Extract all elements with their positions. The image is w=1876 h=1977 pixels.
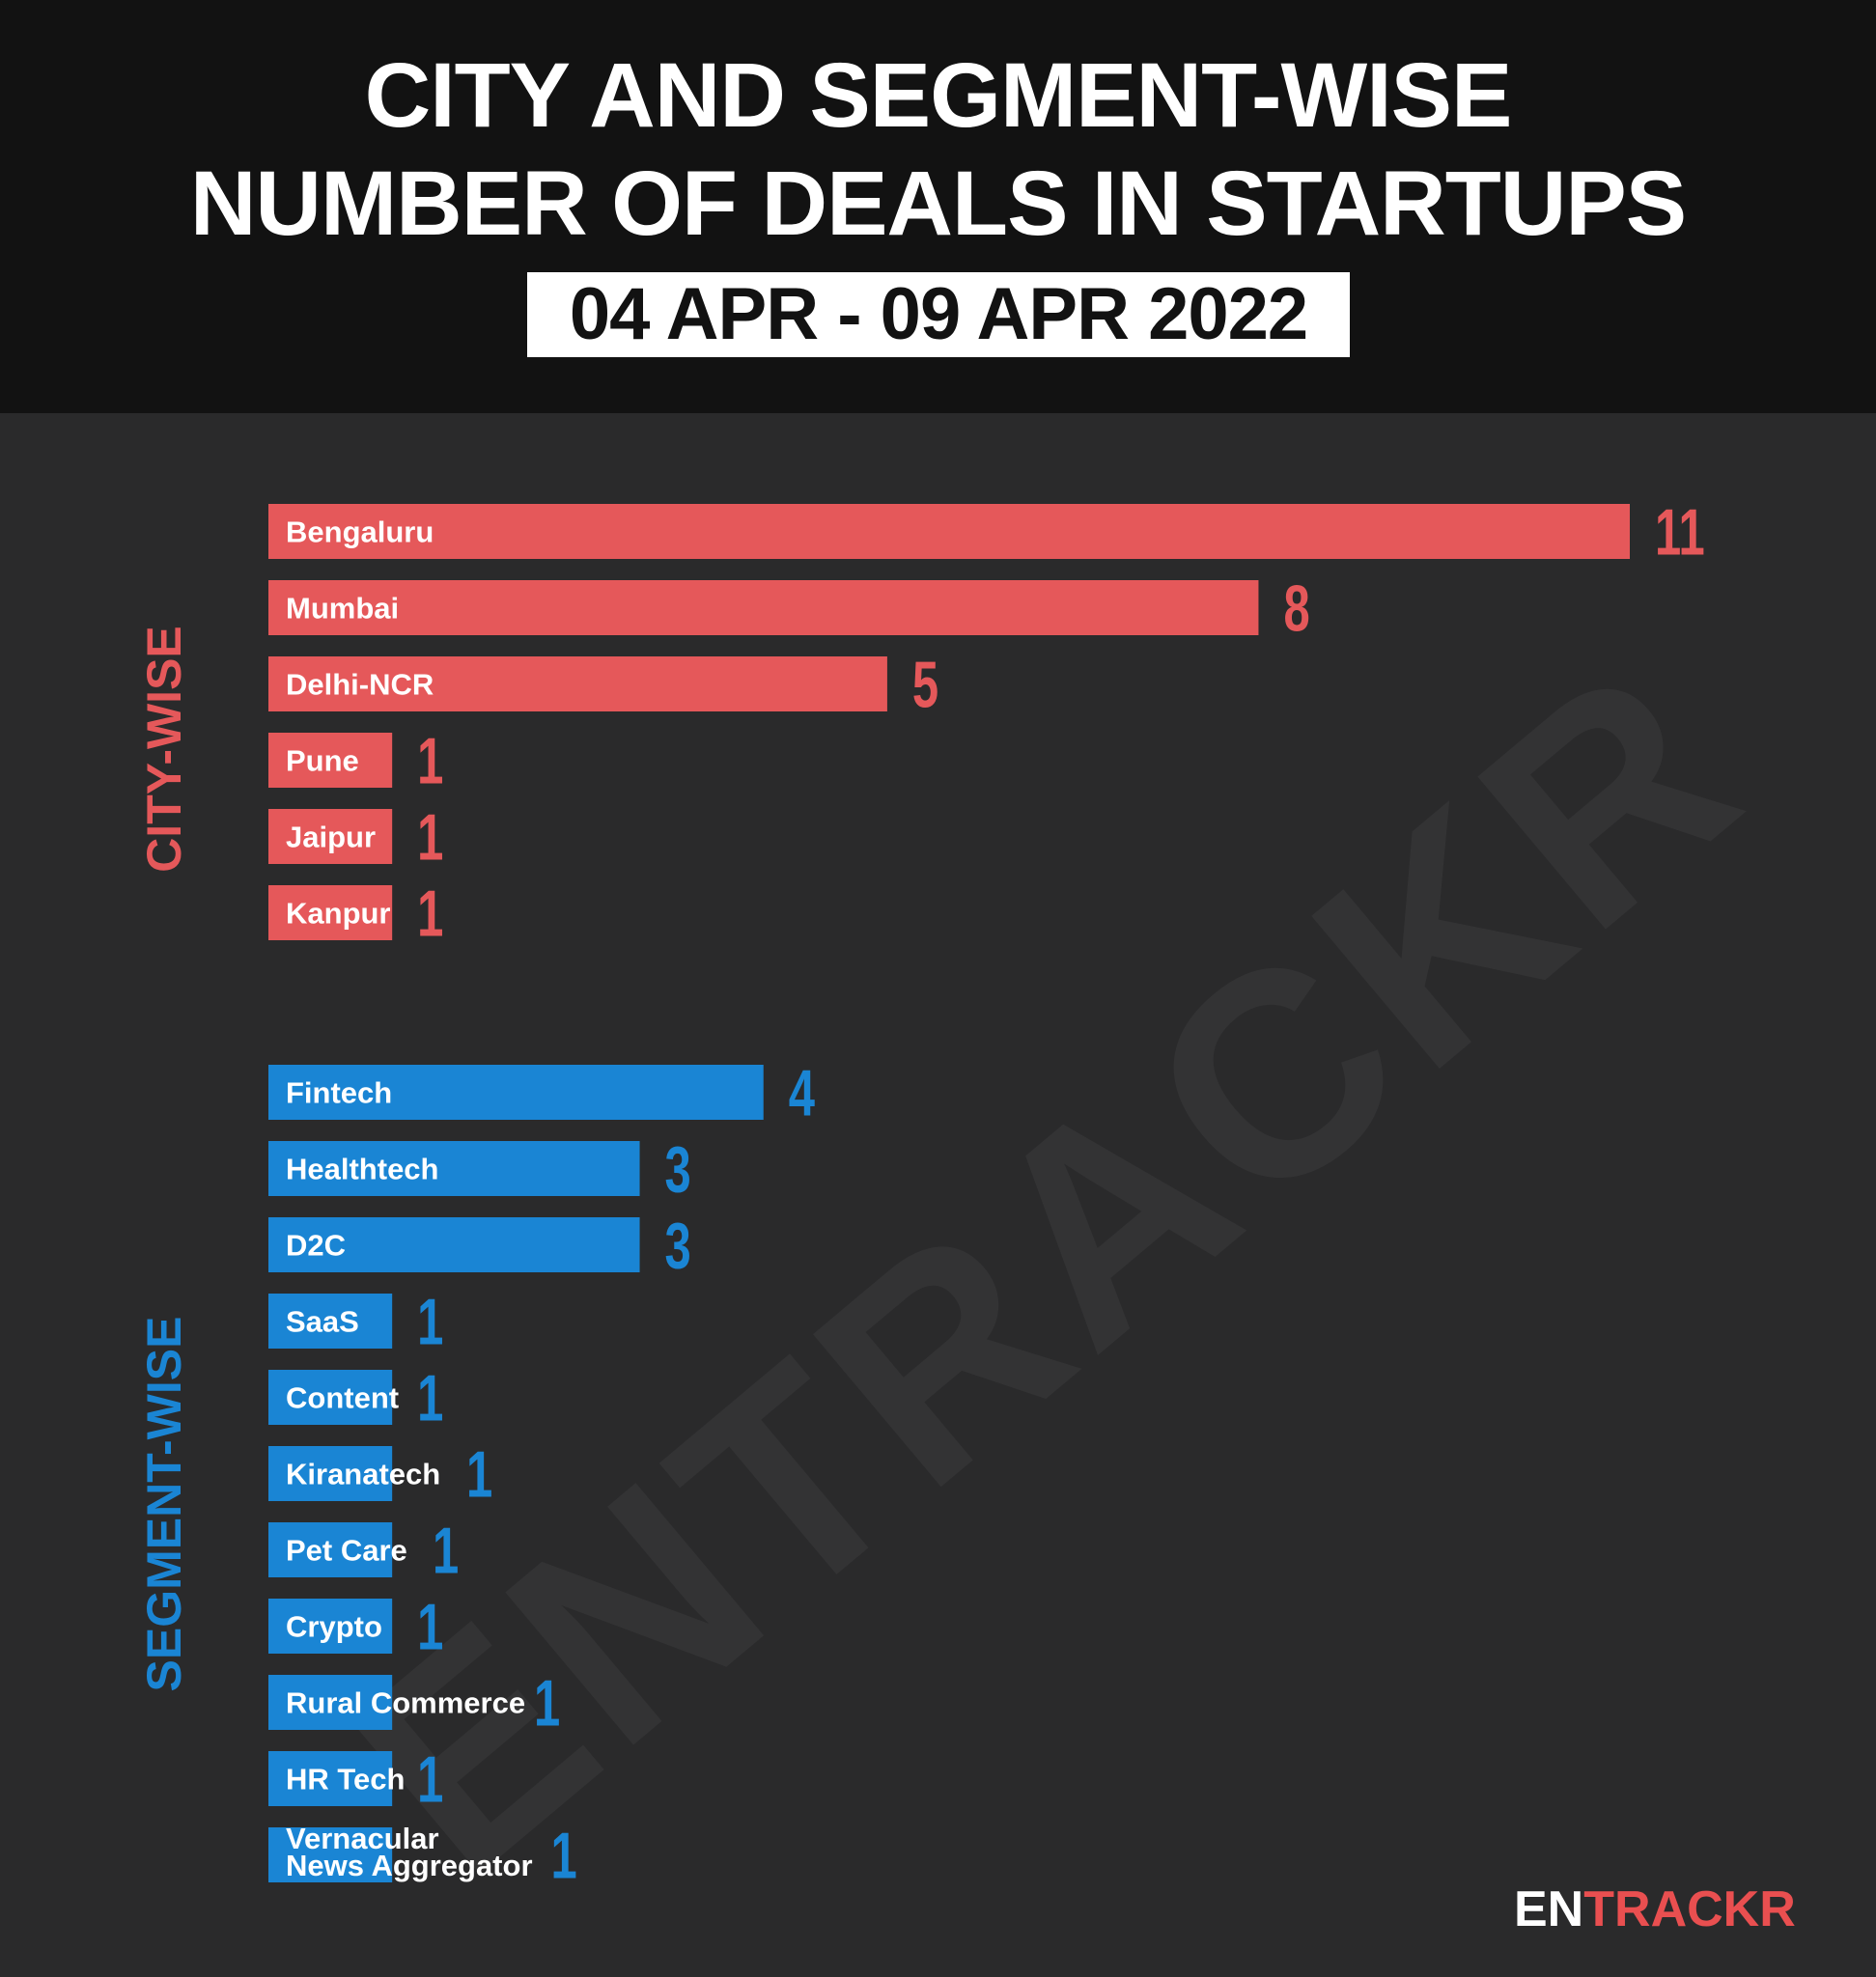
segment-category-label-6: Kiranatech (286, 1458, 440, 1491)
segment-bar-6 (268, 1446, 393, 1501)
segment-bar-5 (268, 1370, 393, 1425)
segment-bar-1 (268, 1065, 764, 1120)
segment-category-label-7: Pet Care (286, 1534, 407, 1568)
segment-bar-4 (268, 1294, 393, 1349)
segment-value-label-2: 3 (665, 1132, 691, 1207)
segment-category-label-10: HR Tech (286, 1763, 405, 1796)
city-value-label-4: 1 (417, 724, 443, 798)
segment-category-label-9: Rural Commerce (286, 1686, 525, 1720)
city-bar-6 (268, 885, 393, 940)
city-value-label-1: 11 (1655, 495, 1705, 570)
segment-bar-2 (268, 1141, 640, 1196)
segment-value-label-9: 1 (534, 1666, 560, 1740)
city-bar-1 (268, 504, 1630, 559)
segment-value-label-1: 4 (789, 1056, 815, 1130)
segment-category-label-8: Crypto (286, 1610, 382, 1644)
segment-category-label-4: SaaS (286, 1305, 359, 1339)
city-category-label-2: Mumbai (286, 592, 399, 626)
segment-bar-10 (268, 1751, 393, 1806)
city-bar-2 (268, 580, 1259, 635)
city-category-label-3: Delhi-NCR (286, 668, 434, 702)
city-bar-4 (268, 733, 393, 788)
segment-category-label-11: Vernacular News Aggregator (286, 1822, 533, 1882)
logo-part-trackr: TRACKR (1583, 1881, 1796, 1937)
title-line-2: NUMBER OF DEALS IN STARTUPS (189, 153, 1687, 255)
city-value-label-5: 1 (417, 800, 443, 875)
segment-bar-7 (268, 1522, 393, 1577)
segment-value-label-7: 1 (433, 1514, 459, 1588)
segment-value-label-11: 1 (551, 1819, 577, 1893)
title-line-1: CITY AND SEGMENT-WISE (364, 44, 1513, 147)
entrackr-logo: ENTRACKR (1514, 1880, 1796, 1938)
segment-value-label-6: 1 (466, 1437, 492, 1512)
city-category-label-6: Kanpur (286, 897, 391, 931)
segment-bar-11 (268, 1827, 393, 1882)
segment-value-label-10: 1 (417, 1742, 443, 1817)
segment-bar-3 (268, 1217, 640, 1272)
header-banner: CITY AND SEGMENT-WISE NUMBER OF DEALS IN… (0, 0, 1876, 413)
segment-bar-9 (268, 1675, 393, 1730)
city-value-label-6: 1 (417, 877, 443, 951)
segment-bar-8 (268, 1599, 393, 1654)
city-category-label-1: Bengaluru (286, 515, 434, 549)
segment-category-label-1: Fintech (286, 1076, 392, 1110)
segment-category-label-2: Healthtech (286, 1153, 438, 1186)
logo-part-en: EN (1514, 1881, 1584, 1937)
segment-value-label-8: 1 (417, 1590, 443, 1664)
city-bar-3 (268, 656, 887, 711)
city-value-label-2: 8 (1283, 571, 1309, 646)
segment-category-label-5: Content (286, 1381, 399, 1415)
city-value-label-3: 5 (912, 648, 938, 722)
segment-value-label-5: 1 (417, 1361, 443, 1435)
city-category-label-4: Pune (286, 744, 359, 778)
segment-category-label-3: D2C (286, 1229, 346, 1263)
city-category-label-5: Jaipur (286, 821, 376, 854)
segment-value-label-4: 1 (417, 1285, 443, 1359)
city-bar-5 (268, 809, 393, 864)
segment-value-label-3: 3 (665, 1209, 691, 1283)
date-range: 04 APR - 09 APR 2022 (527, 272, 1350, 357)
